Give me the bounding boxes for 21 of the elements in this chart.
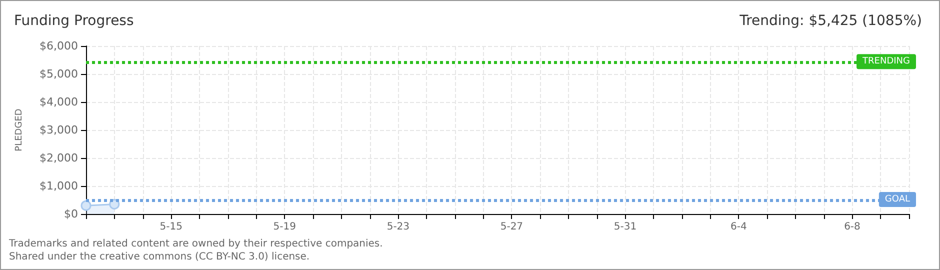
y-tick-label: $4,000 (40, 96, 78, 108)
x-tick-label: 6-8 (844, 222, 860, 232)
x-tick-label: 5-31 (614, 222, 637, 232)
x-tick-label: 6-4 (730, 222, 747, 232)
y-tick-label: $3,000 (40, 124, 78, 136)
y-axis-title: PLEDGED (14, 108, 24, 152)
x-tick-label: 5-27 (500, 222, 524, 232)
y-tick-label: $1,000 (40, 180, 78, 192)
x-tick-label: 5-23 (386, 222, 410, 232)
chart-subtitle: Trending: $5,425 (1085%) (738, 13, 922, 29)
x-tick-label: 5-15 (160, 222, 182, 232)
text: Shared under the creative commons (CC BY-NC 3.0) license. (9, 252, 310, 262)
text: Trademarks and related content are owned by their respective companies. (8, 238, 383, 250)
chart-title: Funding Progress (14, 13, 134, 29)
x-tick-label: 5-19 (273, 222, 296, 232)
y-tick-label: $2,000 (40, 152, 78, 164)
ref-line-label: GOAL (884, 194, 910, 204)
ref-line-label: TRENDING (862, 56, 910, 67)
y-tick-label: $5,000 (40, 68, 78, 80)
y-tick-label: $6,000 (40, 40, 78, 52)
y-tick-label: $0 (64, 208, 78, 220)
